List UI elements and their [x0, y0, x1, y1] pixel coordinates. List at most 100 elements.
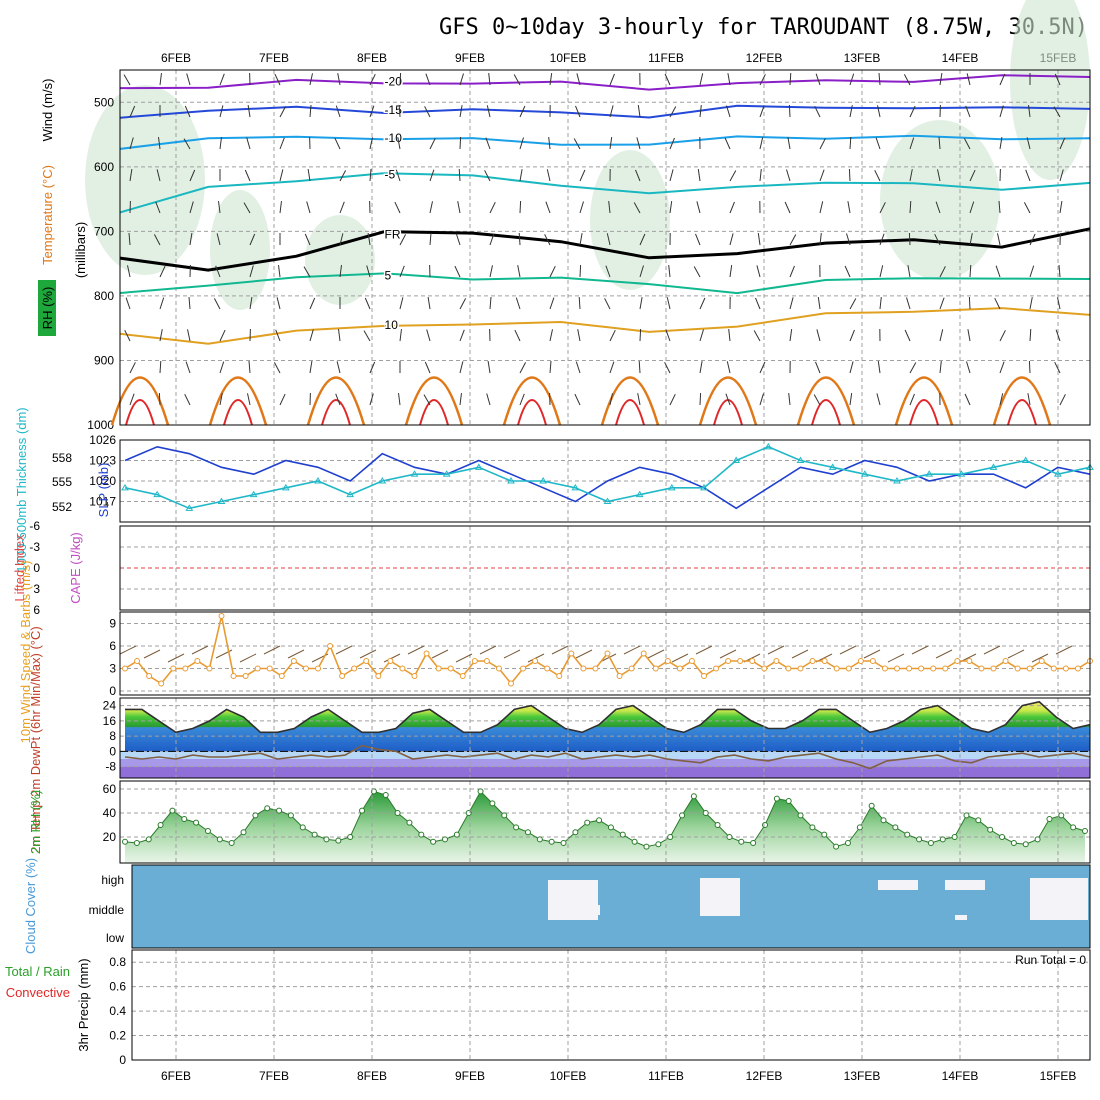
isotherm-4 — [119, 227, 1091, 272]
upper-barb-10-3 — [219, 393, 223, 406]
wind-speed-pt-40 — [604, 650, 611, 657]
wind10-barb-11 — [383, 653, 401, 663]
upper-barb-10-17 — [637, 393, 641, 406]
upper-barb-2-28 — [963, 138, 971, 150]
upper-barb-9-3 — [219, 361, 225, 374]
upper-barb-8-23 — [816, 329, 821, 342]
upper-barb-2-4 — [246, 137, 251, 150]
wind-speed-pt-60 — [845, 665, 852, 672]
upper-barb-0-29 — [999, 73, 1006, 86]
upper-barb-3-27 — [937, 169, 941, 182]
rh-pt-57 — [797, 812, 804, 819]
wind10-barb-1 — [143, 649, 161, 659]
upper-barb-3-11 — [458, 168, 461, 182]
wind10-barb-39 — [1055, 645, 1073, 655]
upper-barb-10-5 — [279, 393, 286, 406]
isotherm-6 — [119, 307, 1091, 345]
upper-barb-1-31 — [1053, 106, 1061, 118]
upper-barb-6-13 — [517, 265, 521, 278]
warm-dome-0 — [110, 376, 170, 426]
upper-barb-8-10 — [426, 329, 431, 342]
upper-barb-4-14 — [545, 201, 551, 214]
bottom-date-label-3: 9FEB — [455, 1069, 485, 1083]
wind-speed-pt-49 — [713, 665, 720, 672]
thickness-pt-23 — [860, 470, 869, 477]
upper-ylabel-temp: Temperature (°C) — [40, 165, 55, 265]
rh-pt-36 — [548, 838, 555, 845]
upper-barb-6-16 — [605, 265, 611, 278]
wind10-barb-34 — [935, 649, 953, 659]
wind10-barb-27 — [767, 645, 785, 655]
rh-pt-13 — [276, 807, 283, 814]
rh-pt-25 — [418, 831, 425, 838]
wind10-barb-6 — [263, 645, 281, 655]
upper-barb-0-31 — [1054, 73, 1061, 86]
upper-barb-6-31 — [1058, 264, 1061, 278]
isotherm-3 — [119, 172, 1091, 214]
upper-barb-8-30 — [1029, 328, 1032, 342]
wind10-barb-9 — [335, 645, 353, 655]
rh-pt-12 — [264, 805, 271, 812]
upper-barb-9-11 — [459, 361, 464, 374]
upper-barb-6-19 — [693, 266, 701, 278]
upper-barb-3-2 — [189, 169, 196, 182]
upper-barb-5-6 — [304, 233, 311, 246]
rh-pt-67 — [916, 836, 923, 843]
upper-barb-5-29 — [997, 233, 1001, 246]
wind-speed-pt-55 — [785, 665, 792, 672]
wind-speed-pt-48 — [701, 673, 707, 679]
rh-pt-24 — [406, 819, 413, 826]
rh-pt-18 — [335, 837, 342, 844]
upper-barb-0-10 — [425, 73, 431, 86]
upper-barb-4-10 — [429, 201, 433, 214]
wind10-barb-0 — [119, 645, 137, 655]
upper-barb-10-7 — [335, 393, 341, 406]
rh-pt-0 — [122, 838, 128, 845]
upper-barb-2-3 — [219, 137, 222, 150]
upper-barb-2-10 — [429, 137, 436, 150]
rh-pt-75 — [1010, 840, 1017, 846]
upper-barb-4-24 — [847, 201, 851, 214]
rh-pt-62 — [856, 824, 863, 831]
precip-ytick-4: 0.8 — [109, 955, 126, 969]
upper-barb-5-9 — [399, 234, 407, 246]
bottom-date-label-4: 10FEB — [550, 1069, 587, 1083]
upper-barb-1-10 — [424, 106, 431, 118]
wind10-barb-31 — [863, 649, 881, 659]
upper-barb-4-5 — [279, 201, 282, 214]
upper-barb-3-10 — [429, 169, 435, 182]
upper-barb-0-28 — [966, 73, 971, 86]
wind10-barb-16 — [503, 649, 521, 659]
temp-ytick-3: 0 — [109, 744, 116, 758]
wind-speed-pt-66 — [918, 665, 925, 672]
upper-barb-3-15 — [579, 169, 586, 182]
warm-dome-3 — [404, 376, 464, 426]
upper-barb-1-2 — [184, 105, 191, 118]
rh-pt-23 — [394, 810, 401, 816]
temp-ytick-4: -8 — [105, 760, 116, 774]
top-date-label-4: 10FEB — [550, 51, 587, 65]
thickness-line — [124, 445, 1091, 510]
isotherm-0 — [119, 74, 1091, 91]
wind-speed-pt-61 — [857, 658, 864, 664]
upper-barb-5-3 — [216, 233, 221, 246]
upper-barb-9-18 — [664, 362, 671, 374]
upper-barb-7-31 — [1057, 297, 1061, 310]
upper-barb-6-7 — [339, 265, 342, 278]
upper-barb-2-14 — [548, 137, 551, 150]
upper-barb-2-25 — [875, 137, 881, 150]
rh-pt-35 — [536, 836, 543, 843]
hot-dome-1 — [223, 399, 253, 426]
upper-barb-0-15 — [576, 73, 581, 86]
wind-speed-pt-24 — [411, 673, 418, 679]
warm-dome-6 — [698, 376, 758, 426]
upper-barb-8-20 — [728, 329, 731, 342]
cloud-gap-3 — [945, 880, 985, 890]
wind-speed-pt-47 — [688, 658, 695, 664]
wind10-barb-19 — [575, 649, 593, 659]
rh-pt-58 — [809, 824, 816, 831]
rh-pt-51 — [726, 834, 733, 840]
slp-ytick-3: 1017 — [89, 495, 116, 509]
isotherm-label-5: 5 — [385, 268, 392, 282]
upper-ytick-4: 900 — [94, 353, 114, 367]
